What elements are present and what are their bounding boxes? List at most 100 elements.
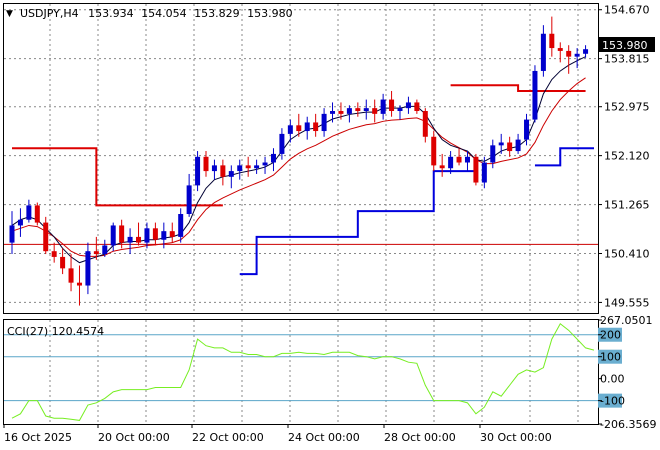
candle [102,239,108,257]
candle [93,236,99,260]
candle-body [405,102,411,109]
candle [169,222,175,243]
time-axis: 16 Oct 2025 20 Oct 00:00 22 Oct 00:00 24 Oc… [3,424,552,444]
candle-body [245,165,251,169]
candle-body [169,231,175,237]
candle [515,133,521,154]
cci-tick-label: 267.0501 [600,314,653,327]
candle-body [195,156,201,186]
candle [17,208,23,237]
candle-body [524,119,530,140]
candle [439,153,445,177]
candle [448,151,454,174]
candle-body [321,113,327,132]
header-arrow-icon[interactable]: ▼ [6,9,13,19]
candle [178,208,184,243]
candle-body [330,111,336,114]
candle [414,99,420,114]
candle [110,222,116,252]
candle-body [211,165,217,172]
candle-body [583,49,589,54]
candle-body [110,225,116,246]
candle [195,151,201,192]
candle-body [34,205,40,223]
candle [363,99,369,120]
candle [481,156,487,189]
candle-body [431,136,437,166]
candle-body [270,153,276,163]
candle-body [102,245,108,255]
time-tick-label: 20 Oct 00:00 [98,431,170,444]
cci-levels [4,334,598,402]
candle [473,153,479,186]
candle [566,45,572,74]
candle-body [363,108,369,112]
candle-body [574,53,580,57]
candle [524,113,530,146]
cci-tick-label: -206.3569 [600,418,656,431]
candle [456,148,462,166]
header-close: 153.980 [247,7,293,20]
candle [422,108,428,143]
candle-body [254,165,260,169]
time-tick-label: 16 Oct 2025 [4,431,72,444]
candle-body [144,228,150,243]
price-tick-label: 150.410 [604,247,650,260]
candle [34,202,40,226]
svg-text:USDJPY,H4 153.934: USDJPY,H4 153.934 154.054 153.829 153.98… [20,7,293,20]
candle-body [68,268,74,283]
candle-body [498,142,504,146]
candle [211,159,217,180]
candle-body [127,236,133,243]
candle [321,108,327,137]
candle [296,113,302,137]
candles [9,16,589,306]
current-price-badge [598,37,655,52]
candle [287,119,293,143]
cci-grid [49,320,579,424]
price-tick-label: 151.265 [604,199,650,212]
price-tick-label: 154.670 [604,4,650,17]
candle-body [557,48,563,51]
candle-body [397,108,403,112]
header-high: 154.054 [141,7,187,20]
price-axis: 154.670 153.815 152.975 152.120 151.265 150.4… [598,4,650,309]
candle-body [85,251,91,286]
current-price-label: 153.980 [602,39,648,52]
candle-body [203,156,209,172]
candle-body [296,125,302,132]
candle-body [186,185,192,215]
header-low: 153.829 [194,7,240,20]
candle [152,222,158,246]
candle-body [338,111,344,114]
candle-body [540,33,546,71]
candle-body [532,70,538,120]
candle-body [60,256,66,269]
candle-body [464,156,470,163]
price-tick-label: 149.555 [604,296,650,309]
candle [313,113,319,137]
candle-body [237,165,243,172]
candle-body [93,251,99,255]
candle-body [414,102,420,112]
candle [9,211,15,255]
candle-body [220,165,226,177]
header-open: 153.934 [88,7,134,20]
candle [228,165,234,189]
candle [389,90,395,117]
candle [237,159,243,180]
candle-body [9,225,15,243]
cci-series-line [11,322,595,421]
cci-axis: 267.0501 200 100 0.00 -100 -206.3569 [598,314,656,431]
candle-body [380,99,386,114]
candle [220,159,226,186]
candle [127,228,133,255]
header: ▼ USDJPY,H4 153.934 154.054 153.829 153.… [6,7,293,20]
candle-body [456,156,462,163]
candle-body [422,111,428,137]
support-stop-line [239,147,594,276]
candle [76,265,82,306]
cci-tick-label: -100 [600,395,625,408]
main-panel: 154.670 153.815 152.975 152.120 151.265 150.4… [3,3,655,314]
candle [583,45,589,58]
